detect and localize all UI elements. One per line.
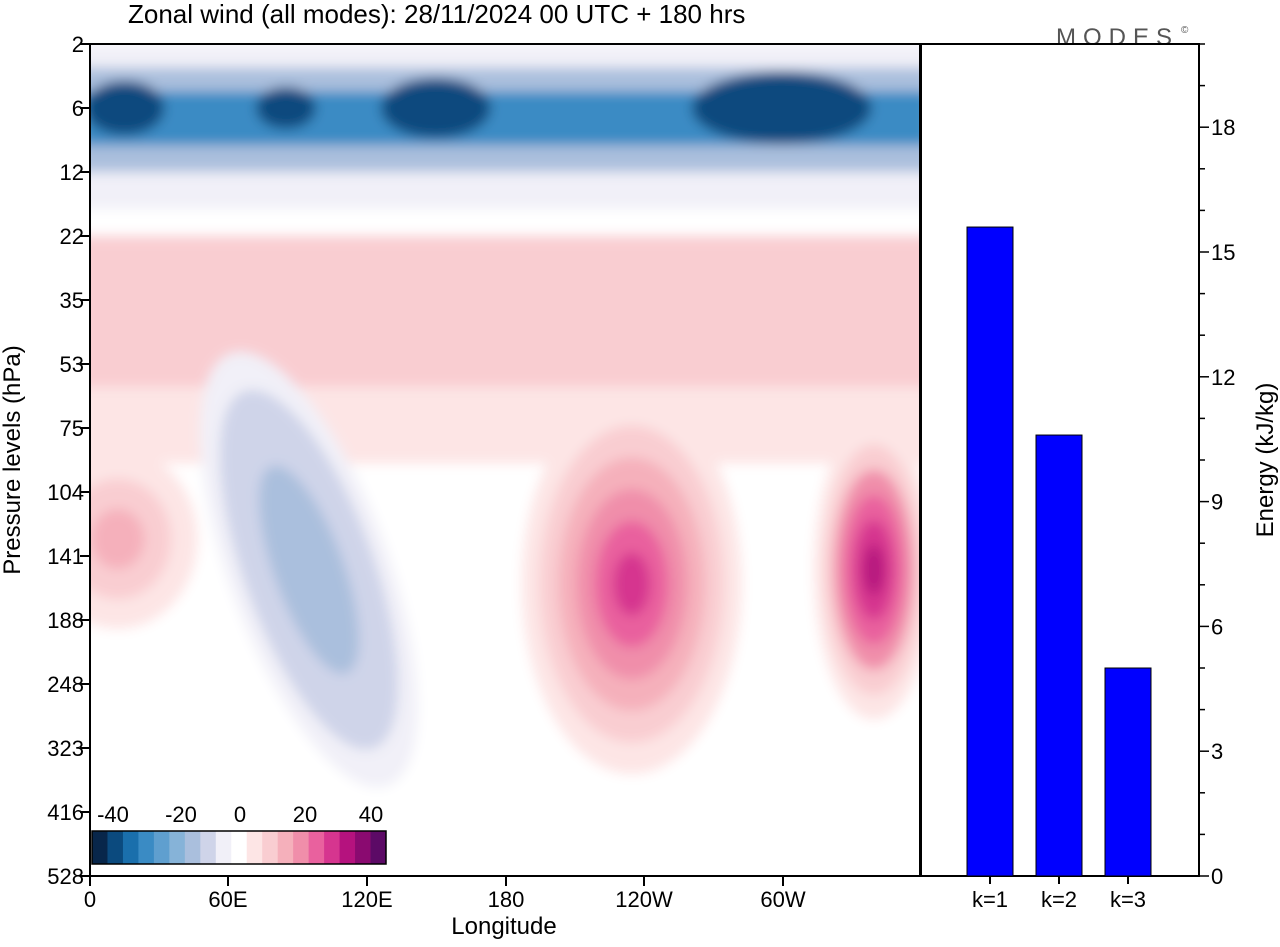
easterly-tongue <box>200 351 418 788</box>
jet-contour <box>863 544 884 595</box>
y-tick-label: 75 <box>60 416 84 441</box>
bar-axes: k=1 k=2 k=3 0 3 6 9 12 15 18 <box>972 43 1235 912</box>
logo-mark: © <box>1181 25 1189 36</box>
energy-bar <box>1104 667 1152 877</box>
contour-band <box>90 145 920 172</box>
x-tick-label: 180 <box>488 887 525 912</box>
energy-tick-label: 12 <box>1211 365 1235 390</box>
y-tick-label: 416 <box>47 800 84 825</box>
y-tick-label: 53 <box>60 352 84 377</box>
contour-band <box>90 463 920 876</box>
category-label: k=3 <box>1110 887 1146 912</box>
colorbar-tick-label: -20 <box>165 802 197 827</box>
colorbar-swatch <box>308 831 325 864</box>
energy-tick-label: 6 <box>1211 614 1223 639</box>
colorbar-swatch <box>215 831 232 864</box>
y-tick-label: 12 <box>60 160 84 185</box>
colorbar-swatch <box>339 831 356 864</box>
y-axis-label: Pressure levels (hPa) <box>0 345 26 574</box>
jet-contour <box>613 552 651 616</box>
tongue-contour <box>259 465 359 674</box>
contour-band <box>90 44 920 68</box>
x-axis-label: Longitude <box>451 913 556 940</box>
x-tick-label: 60W <box>760 887 805 912</box>
colorbar-swatch <box>370 831 387 864</box>
x-tick-label: 0 <box>84 887 96 912</box>
easterly-core <box>255 87 316 129</box>
x-tick-label: 60E <box>208 887 247 912</box>
energy-tick-label: 9 <box>1211 490 1223 515</box>
heatmap-field <box>90 44 920 876</box>
colorbar-swatch <box>138 831 155 864</box>
easterly-core <box>691 72 872 144</box>
colorbar: -40 -20 0 20 40 <box>91 802 387 865</box>
colorbar-tick-label: 20 <box>293 802 317 827</box>
colorbar-swatch <box>324 831 341 864</box>
colorbar-tick-label: 0 <box>234 802 246 827</box>
colorbar-swatch <box>355 831 372 864</box>
x-tick-label: 120W <box>615 887 673 912</box>
y-tick-label: 141 <box>47 544 84 569</box>
colorbar-tick-label: -40 <box>97 802 129 827</box>
x-tick-label: 120E <box>341 887 392 912</box>
colorbar-swatch <box>262 831 279 864</box>
energy-axis-label: Energy (kJ/kg) <box>1252 383 1279 538</box>
jet-contour <box>104 523 131 554</box>
heatmap-contours <box>90 44 920 876</box>
bar-series <box>966 226 1152 877</box>
colorbar-swatch <box>246 831 263 864</box>
category-label: k=1 <box>972 887 1008 912</box>
colorbar-swatch <box>277 831 294 864</box>
colorbar-swatch <box>92 831 108 864</box>
y-tick-label: 6 <box>72 96 84 121</box>
colorbar-swatch <box>169 831 186 864</box>
y-tick-label: 528 <box>47 864 84 889</box>
colorbar-swatch <box>200 831 217 864</box>
energy-tick-label: 18 <box>1211 115 1235 140</box>
easterly-core <box>380 78 491 138</box>
colorbar-swatch <box>153 831 170 864</box>
colorbar-swatch <box>107 831 124 864</box>
colorbar-tick-label: 40 <box>359 802 383 827</box>
colorbar-swatch <box>122 831 139 864</box>
colorbar-swatch <box>184 831 201 864</box>
y-tick-label: 248 <box>47 672 84 697</box>
category-label: k=2 <box>1041 887 1077 912</box>
y-tick-label: 2 <box>72 32 84 57</box>
y-tick-label: 35 <box>60 288 84 313</box>
y-tick-label: 323 <box>47 736 84 761</box>
energy-tick-label: 3 <box>1211 739 1223 764</box>
energy-tick-label: 15 <box>1211 240 1235 265</box>
energy-bar <box>966 226 1014 877</box>
contour-band <box>90 236 920 387</box>
easterly-core <box>90 81 165 135</box>
colorbar-swatch <box>231 831 248 864</box>
energy-bar <box>1035 434 1083 877</box>
y-tick-label: 104 <box>47 480 84 505</box>
colorbar-swatch <box>293 831 310 864</box>
colorbar-frame <box>91 830 387 865</box>
y-tick-label: 188 <box>47 608 84 633</box>
energy-tick-label: 0 <box>1211 864 1223 889</box>
chart-title: Zonal wind (all modes): 28/11/2024 00 UT… <box>128 0 745 29</box>
y-tick-label: 22 <box>60 224 84 249</box>
contour-band <box>90 172 920 209</box>
